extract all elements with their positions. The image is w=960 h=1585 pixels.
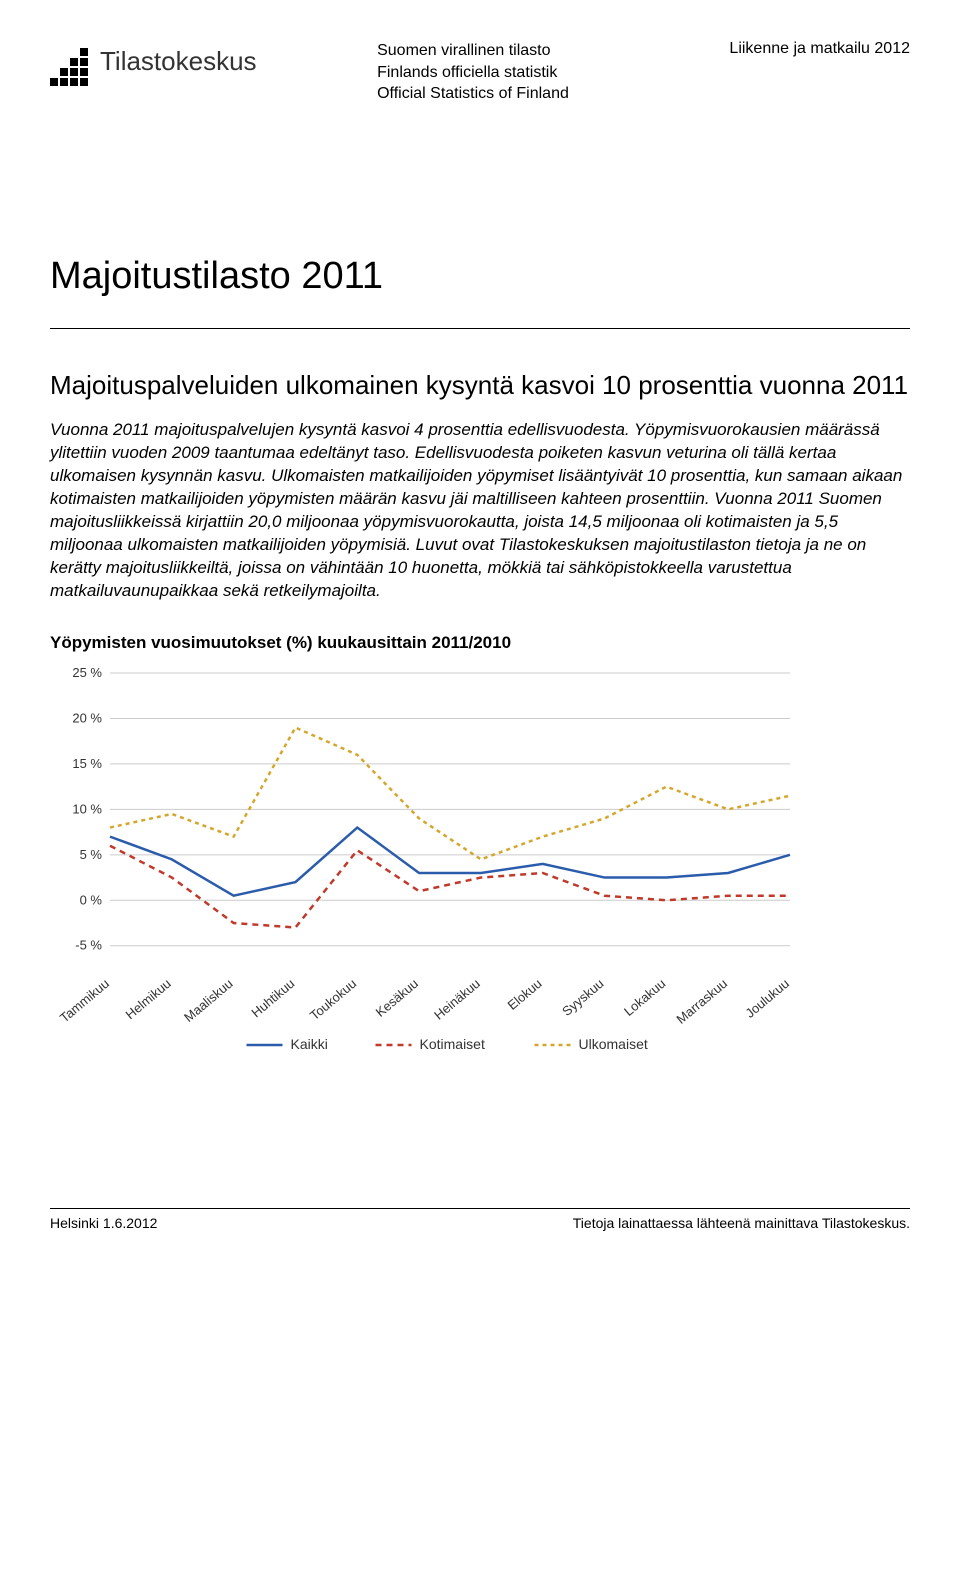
line-chart: -5 %0 %5 %10 %15 %20 %25 %TammikuuHelmik…: [50, 663, 810, 1063]
footer-date: Helsinki 1.6.2012: [50, 1215, 157, 1231]
body-paragraph: Vuonna 2011 majoituspalvelujen kysyntä k…: [50, 419, 910, 603]
svg-text:Ulkomaiset: Ulkomaiset: [579, 1036, 648, 1052]
svg-text:25 %: 25 %: [72, 665, 102, 680]
svg-text:Kaikki: Kaikki: [291, 1036, 328, 1052]
svg-text:10 %: 10 %: [72, 801, 102, 816]
page-title: Majoitustilasto 2011: [50, 255, 910, 298]
svg-text:0 %: 0 %: [80, 892, 103, 907]
header-left: Tilastokeskus: [50, 40, 257, 86]
svg-text:-5 %: -5 %: [75, 938, 102, 953]
svg-text:20 %: 20 %: [72, 710, 102, 725]
chart-container: -5 %0 %5 %10 %15 %20 %25 %TammikuuHelmik…: [50, 663, 810, 1068]
tilastokeskus-logo-icon: [50, 44, 88, 86]
official-line: Official Statistics of Finland: [377, 83, 569, 105]
svg-text:5 %: 5 %: [80, 847, 103, 862]
official-line: Finlands officiella statistik: [377, 62, 569, 84]
category-label: Liikenne ja matkailu 2012: [729, 40, 910, 58]
page-header: Tilastokeskus Suomen virallinen tilasto …: [50, 40, 910, 105]
chart-title: Yöpymisten vuosimuutokset (%) kuukausitt…: [50, 633, 910, 653]
title-separator: [50, 328, 910, 329]
subtitle: Majoituspalveluiden ulkomainen kysyntä k…: [50, 369, 910, 402]
svg-text:Kotimaiset: Kotimaiset: [420, 1036, 485, 1052]
logo-name: Tilastokeskus: [100, 46, 257, 77]
footer-attribution: Tietoja lainattaessa lähteenä mainittava…: [573, 1215, 910, 1231]
official-stats-label: Suomen virallinen tilasto Finlands offic…: [377, 40, 569, 105]
official-line: Suomen virallinen tilasto: [377, 40, 569, 62]
svg-text:15 %: 15 %: [72, 756, 102, 771]
page-footer: Helsinki 1.6.2012 Tietoja lainattaessa l…: [50, 1208, 910, 1231]
